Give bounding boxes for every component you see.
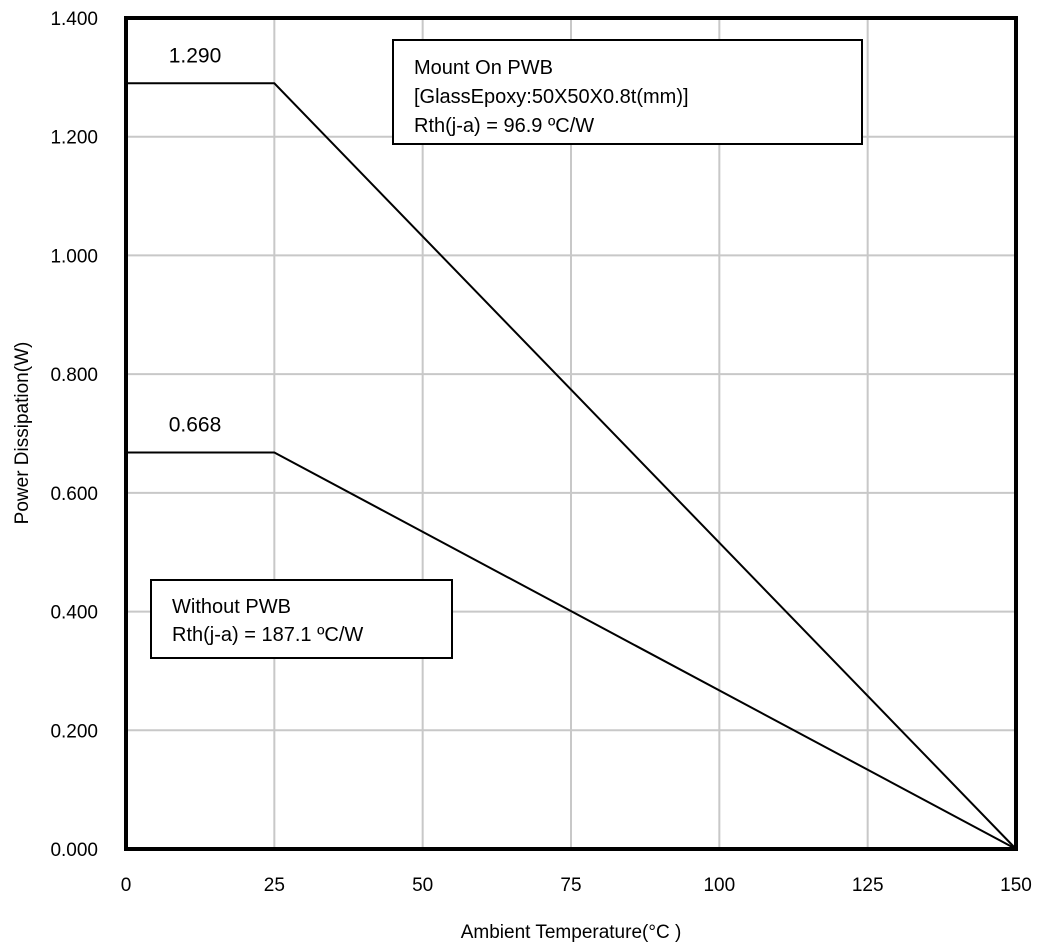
y-tick-label: 1.000 [50, 246, 98, 267]
x-tick-label: 100 [703, 875, 735, 896]
tick-labels: 0 25 50 75 100 125 150 0.000 0.200 0.400 0.600 0.80… [50, 9, 1031, 896]
x-tick-label: 125 [852, 875, 884, 896]
x-axis-label: Ambient Temperature(°C ) [461, 922, 682, 943]
annotation-box-1: Mount On PWB[GlassEpoxy:50X50X0.8t(mm)] … [392, 39, 863, 145]
annotation-box-2: Without PWB Rth(j-a) = 187.1 ºC/W [150, 579, 453, 659]
y-tick-label: 0.600 [50, 484, 98, 505]
y-axis-label: Power Dissipation(W) [12, 342, 33, 525]
annotation-text: Rth(j-a) = 96.9 ºC/W [414, 115, 594, 137]
annotation-text: Without PWB [172, 596, 291, 618]
y-tick-label: 0.200 [50, 721, 98, 742]
series-line-2 [126, 451, 1017, 850]
annotation-group: Mount On PWB[GlassEpoxy:50X50X0.8t(mm)] … [150, 39, 863, 659]
y-tick-label: 0.800 [50, 365, 98, 386]
annotation-text: [GlassEpoxy:50X50X0.8t(mm)] [414, 86, 689, 108]
y-tick-label: 0.000 [50, 840, 98, 861]
x-tick-label: 150 [1000, 875, 1032, 896]
annotation-text: Mount On PWB [414, 57, 553, 79]
peak-value-label: 0.668 [169, 413, 222, 436]
y-tick-label: 1.200 [50, 128, 98, 149]
annotation-text: Rth(j-a) = 187.1 ºC/W [172, 624, 363, 646]
annotation-frame [150, 579, 453, 659]
peak-value-label: 1.290 [169, 44, 222, 67]
y-tick-label: 0.400 [50, 603, 98, 624]
x-tick-label: 0 [121, 875, 132, 896]
x-tick-label: 25 [264, 875, 285, 896]
series-group: 1.290 0.668 [126, 44, 1017, 850]
x-tick-label: 75 [560, 875, 581, 896]
annotation-frame [392, 39, 863, 145]
x-tick-label: 50 [412, 875, 433, 896]
y-tick-label: 1.400 [50, 9, 98, 30]
series-line-1 [126, 82, 1017, 850]
plot-frame [124, 16, 1018, 851]
